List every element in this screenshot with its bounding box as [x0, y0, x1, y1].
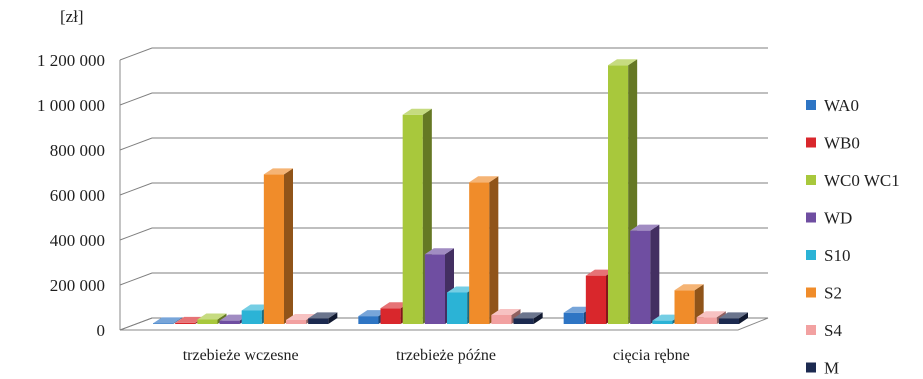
legend-item: WB0 — [806, 134, 860, 153]
gridline — [119, 272, 768, 286]
legend-item: WC0 WC1 — [806, 171, 900, 190]
legend-label: S2 — [824, 284, 842, 303]
bar — [630, 224, 660, 324]
gridline — [119, 227, 768, 241]
bar-layer — [153, 59, 748, 324]
y-tick-label: 600 000 — [50, 186, 105, 205]
y-tick-label: 1 000 000 — [37, 96, 105, 115]
gridline — [119, 47, 768, 61]
legend-swatch — [806, 212, 816, 223]
y-tick-label: 800 000 — [50, 141, 105, 160]
y-tick-label: 200 000 — [50, 276, 105, 295]
legend-label: WD — [824, 209, 852, 228]
gridline — [119, 182, 768, 196]
legend-swatch — [806, 287, 816, 298]
x-category-label: trzebieże późne — [396, 347, 496, 364]
legend-swatch — [806, 362, 816, 373]
bar — [513, 312, 543, 324]
legend-item: S10 — [806, 246, 850, 265]
y-tick-label: 0 — [97, 321, 106, 340]
bar — [263, 168, 293, 324]
legend-swatch — [806, 250, 816, 260]
legend-label: WB0 — [824, 134, 860, 153]
legend-label: S10 — [824, 246, 850, 265]
bar — [674, 284, 704, 324]
legend-swatch — [806, 175, 816, 185]
legend-label: S4 — [824, 321, 842, 340]
gridline — [119, 137, 768, 151]
gridline — [119, 317, 768, 331]
x-category-label: trzebieże wczesne — [183, 347, 299, 364]
y-tick-label: 1 200 000 — [37, 51, 105, 70]
legend-item: M — [806, 359, 839, 378]
bar — [718, 312, 748, 324]
legend-label: WC0 WC1 — [824, 171, 900, 190]
bar — [469, 176, 499, 324]
legend-item: WA0 — [806, 96, 859, 115]
legend-swatch — [806, 137, 816, 148]
y-axis-unit-label: [zł] — [60, 7, 84, 26]
legend-item: S2 — [806, 284, 842, 303]
legend-swatch — [806, 100, 816, 110]
legend-item: S4 — [806, 321, 842, 340]
legend-layer: WA0 WB0 WC0 WC1 WD S10 S2 S4 M — [806, 96, 900, 378]
x-category-label: cięcia rębne — [613, 347, 690, 364]
legend-label: WA0 — [824, 96, 859, 115]
axis-layer: 0 200 000 400 000 600 000 800 000 1 000 000 1 … — [37, 51, 690, 364]
y-tick-label: 400 000 — [50, 231, 105, 250]
legend-item: WD — [806, 209, 852, 228]
legend-label: M — [824, 359, 839, 378]
legend-swatch — [806, 325, 816, 335]
bar — [153, 317, 183, 324]
gridline — [119, 92, 768, 106]
bar — [308, 312, 338, 324]
